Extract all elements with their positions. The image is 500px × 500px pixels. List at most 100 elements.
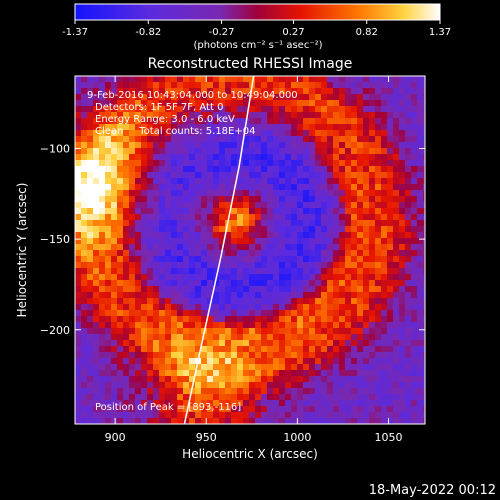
heatmap-cell [303, 208, 309, 214]
heatmap-cell [237, 220, 243, 226]
heatmap-cell [243, 226, 249, 232]
heatmap-cell [291, 268, 297, 274]
heatmap-cell [87, 346, 93, 352]
heatmap-cell [405, 292, 411, 298]
heatmap-cell [219, 334, 225, 340]
heatmap-cell [261, 352, 267, 358]
heatmap-cell [399, 208, 405, 214]
heatmap-cell [405, 388, 411, 394]
heatmap-cell [417, 226, 423, 232]
heatmap-cell [231, 154, 237, 160]
heatmap-cell [303, 172, 309, 178]
heatmap-cell [237, 100, 243, 106]
heatmap-cell [231, 112, 237, 118]
heatmap-cell [315, 214, 321, 220]
heatmap-cell [111, 370, 117, 376]
heatmap-cell [315, 280, 321, 286]
heatmap-cell [213, 316, 219, 322]
heatmap-cell [165, 112, 171, 118]
heatmap-cell [321, 280, 327, 286]
heatmap-cell [117, 322, 123, 328]
heatmap-cell [237, 172, 243, 178]
heatmap-cell [207, 118, 213, 124]
heatmap-cell [309, 286, 315, 292]
heatmap-cell [237, 280, 243, 286]
heatmap-cell [129, 340, 135, 346]
heatmap-cell [87, 400, 93, 406]
heatmap-cell [93, 298, 99, 304]
heatmap-cell [177, 376, 183, 382]
heatmap-cell [219, 106, 225, 112]
heatmap-cell [387, 178, 393, 184]
heatmap-cell [183, 334, 189, 340]
heatmap-cell [351, 154, 357, 160]
heatmap-cell [375, 256, 381, 262]
heatmap-cell [141, 88, 147, 94]
heatmap-cell [339, 418, 345, 424]
heatmap-cell [315, 388, 321, 394]
heatmap-cell [117, 106, 123, 112]
heatmap-cell [123, 250, 129, 256]
heatmap-cell [99, 394, 105, 400]
heatmap-cell [357, 286, 363, 292]
heatmap-cell [99, 316, 105, 322]
heatmap-cell [177, 280, 183, 286]
heatmap-cell [381, 364, 387, 370]
heatmap-cell [357, 160, 363, 166]
heatmap-cell [339, 346, 345, 352]
heatmap-cell [267, 400, 273, 406]
heatmap-cell [261, 256, 267, 262]
heatmap-cell [375, 418, 381, 424]
heatmap-cell [129, 418, 135, 424]
heatmap-cell [399, 388, 405, 394]
heatmap-cell [291, 154, 297, 160]
heatmap-cell [345, 256, 351, 262]
heatmap-cell [93, 118, 99, 124]
heatmap-cell [369, 274, 375, 280]
heatmap-cell [201, 274, 207, 280]
heatmap-cell [285, 82, 291, 88]
heatmap-cell [243, 286, 249, 292]
heatmap-cell [93, 226, 99, 232]
heatmap-cell [345, 274, 351, 280]
heatmap-cell [189, 304, 195, 310]
heatmap-cell [285, 382, 291, 388]
heatmap-cell [177, 184, 183, 190]
heatmap-cell [267, 358, 273, 364]
heatmap-cell [303, 370, 309, 376]
heatmap-cell [183, 142, 189, 148]
heatmap-cell [339, 88, 345, 94]
heatmap-cell [327, 238, 333, 244]
heatmap-cell [93, 76, 99, 82]
heatmap-cell [99, 238, 105, 244]
heatmap-cell [231, 400, 237, 406]
heatmap-cell [423, 214, 425, 220]
heatmap-cell [159, 352, 165, 358]
heatmap-cell [177, 268, 183, 274]
heatmap-cell [111, 238, 117, 244]
heatmap-cell [381, 268, 387, 274]
heatmap-cell [321, 382, 327, 388]
heatmap-cell [153, 352, 159, 358]
heatmap-cell [261, 334, 267, 340]
heatmap-cell [219, 112, 225, 118]
heatmap-cell [291, 220, 297, 226]
heatmap-cell [273, 274, 279, 280]
heatmap-cell [93, 316, 99, 322]
heatmap-cell [177, 304, 183, 310]
heatmap-cell [381, 412, 387, 418]
heatmap-cell [363, 370, 369, 376]
heatmap-cell [327, 184, 333, 190]
heatmap-cell [183, 232, 189, 238]
heatmap-cell [99, 370, 105, 376]
heatmap-cell [333, 274, 339, 280]
heatmap-cell [321, 142, 327, 148]
heatmap-cell [141, 274, 147, 280]
heatmap-cell [207, 310, 213, 316]
heatmap-cell [243, 388, 249, 394]
heatmap-cell [111, 280, 117, 286]
heatmap-cell [99, 130, 105, 136]
heatmap-cell [291, 382, 297, 388]
heatmap-cell [219, 178, 225, 184]
heatmap-cell [141, 352, 147, 358]
